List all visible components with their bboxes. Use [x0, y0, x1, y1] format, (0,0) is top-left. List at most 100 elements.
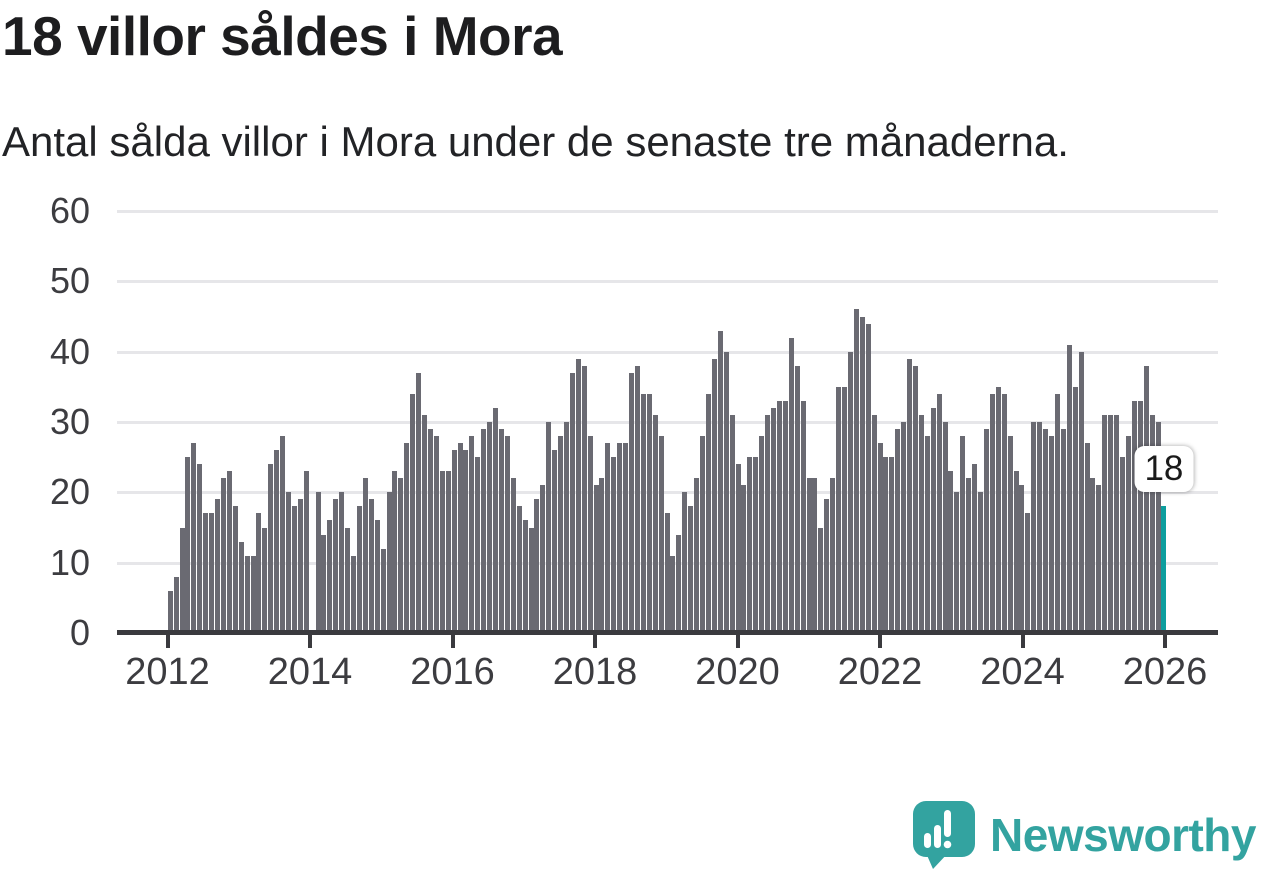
bar-2024-04: [1037, 422, 1043, 633]
bar-2020-08: [776, 400, 782, 633]
bar-2024-08: [1060, 429, 1066, 633]
bar-2014-09: [356, 506, 362, 633]
bar-2018-12: [658, 436, 664, 633]
bar-2022-07: [912, 365, 918, 633]
x-axis-label-2012: 2012: [125, 651, 210, 693]
bar-2019-07: [700, 436, 706, 633]
bar-2021-02: [812, 478, 818, 633]
bar-2025-03: [1102, 414, 1108, 633]
gridline-20: [117, 491, 1218, 495]
bar-2024-03: [1031, 422, 1037, 633]
chart-subtitle: Antal sålda villor i Mora under de senas…: [2, 118, 1069, 165]
bar-2022-06: [907, 358, 913, 633]
bar-2017-12: [587, 436, 593, 633]
bar-2013-09: [286, 492, 291, 633]
bar-2024-02: [1025, 513, 1031, 633]
bar-2020-04: [753, 457, 759, 633]
chart-title: 18 villor såldes i Mora: [2, 5, 563, 67]
bar-2019-06: [694, 478, 700, 633]
x-axis-label-2026: 2026: [1122, 651, 1208, 693]
bar-2025-10: [1143, 365, 1149, 633]
bar-2021-10: [859, 316, 865, 633]
bar-2012-05: [191, 443, 197, 633]
bar-2025-02: [1096, 485, 1102, 633]
bar-2014-05: [333, 499, 339, 633]
bar-2020-02: [741, 485, 747, 633]
bar-2014-12: [374, 520, 380, 633]
bar-2012-06: [197, 464, 203, 633]
bar-2021-11: [865, 323, 871, 633]
bar-2019-05: [688, 506, 694, 633]
bar-2015-01: [380, 548, 386, 633]
bar-2016-07: [487, 422, 493, 633]
newsworthy-logo-text: Newsworthy: [990, 809, 1256, 861]
bar-2023-05: [972, 464, 978, 633]
bar-2012-04: [185, 457, 191, 633]
bar-2021-01: [806, 478, 812, 633]
bar-2013-11: [297, 499, 303, 633]
bar-2015-12: [445, 471, 451, 633]
bar-2017-03: [534, 499, 540, 633]
bar-2016-12: [516, 506, 522, 633]
y-axis-label-10: 10: [49, 541, 90, 583]
bar-2017-04: [540, 485, 546, 633]
bar-2017-10: [575, 358, 581, 633]
bar-2021-05: [830, 478, 836, 633]
y-axis-label-40: 40: [49, 330, 90, 372]
bar-2013-03: [250, 555, 256, 633]
bar-2022-01: [877, 443, 883, 633]
bar-2022-11: [936, 393, 942, 633]
bar-2019-10: [717, 330, 723, 633]
newsworthy-logo: Newsworthy: [913, 801, 1256, 869]
bar-2018-10: [646, 393, 652, 633]
x-axis-label-2022: 2022: [837, 651, 923, 693]
bar-2013-05: [262, 527, 268, 633]
x-axis-label-2016: 2016: [410, 651, 495, 693]
y-axis-label-30: 30: [49, 401, 90, 442]
bar-2015-10: [433, 436, 439, 633]
bar-2015-08: [422, 414, 428, 633]
bar-2021-09: [853, 309, 859, 633]
bar-2022-10: [930, 407, 936, 633]
bar-2014-03: [321, 534, 327, 633]
bar-2021-12: [871, 414, 877, 633]
bar-2015-09: [427, 429, 433, 633]
bar-2016-01: [451, 450, 457, 633]
bar-2016-05: [475, 457, 481, 633]
bar-2019-03: [676, 534, 682, 633]
gridline-40: [117, 350, 1218, 354]
gridline-50: [117, 280, 1218, 284]
bar-2025-06: [1120, 457, 1125, 633]
bar-2024-01: [1019, 485, 1025, 633]
bar-2017-08: [564, 422, 569, 633]
bar-2016-11: [510, 478, 516, 633]
bar-2024-11: [1078, 351, 1084, 633]
x-axis-tick-2022: [878, 634, 882, 648]
x-axis-label-2014: 2014: [267, 651, 353, 693]
gridline-30: [117, 421, 1218, 424]
x-axis-tick-2024: [1020, 634, 1025, 648]
bar-2014-02: [315, 492, 321, 633]
bar-2024-09: [1066, 344, 1072, 633]
bar-2014-07: [345, 527, 351, 633]
bar-2017-01: [522, 520, 528, 633]
x-axis-tick-2018: [593, 634, 597, 648]
bar-2013-04: [256, 513, 262, 633]
bar-2016-06: [481, 429, 487, 633]
bar-2015-06: [410, 393, 416, 633]
bar-2019-11: [723, 351, 729, 633]
bar-2020-12: [800, 400, 806, 633]
bar-2024-06: [1049, 436, 1055, 633]
bar-2024-12: [1084, 443, 1090, 633]
bar-2015-02: [386, 492, 392, 633]
value-callout-label: 18: [1144, 449, 1184, 489]
bar-2022-03: [889, 457, 895, 633]
bar-2018-05: [617, 443, 623, 633]
bar-2025-07: [1125, 436, 1131, 633]
bar-2014-04: [327, 520, 333, 633]
bar-2015-04: [398, 478, 404, 633]
bar-2016-04: [469, 436, 475, 633]
bar-2018-06: [623, 443, 629, 633]
bar-2017-06: [552, 450, 558, 633]
